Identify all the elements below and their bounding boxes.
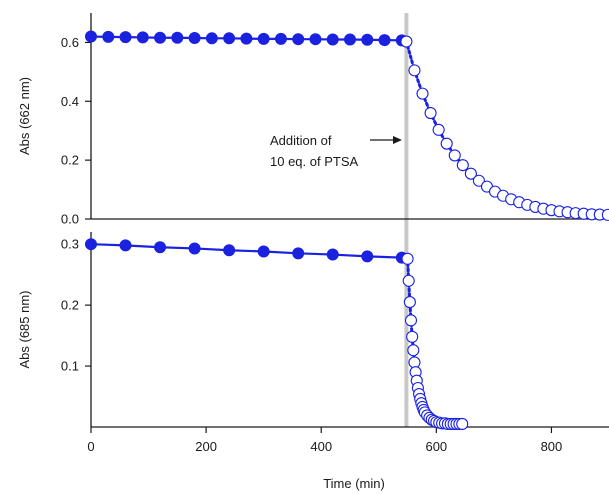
top-filled-point xyxy=(344,33,356,46)
top-panel-axes: 0.0 0.2 0.4 0.6 xyxy=(61,13,609,227)
top-open-point xyxy=(408,64,421,77)
bottom-filled-point xyxy=(326,248,339,261)
top-open-point xyxy=(464,167,477,180)
top-open-point xyxy=(456,159,469,172)
top-series-group xyxy=(85,30,609,221)
top-filled-point xyxy=(85,30,97,43)
bottom-filled-point xyxy=(154,241,167,254)
top-open-point xyxy=(432,123,445,136)
x-tick-label: 200 xyxy=(195,439,217,454)
bottom-filled-point xyxy=(361,250,374,263)
bottom-open-point xyxy=(401,252,414,265)
top-filled-point xyxy=(102,30,115,43)
top-open-point xyxy=(440,137,453,150)
top-open-point xyxy=(601,208,609,221)
top-filled-point xyxy=(223,32,236,45)
x-axis-title: Time (min) xyxy=(323,476,385,491)
top-y-axis-title: Abs (662 nm) xyxy=(17,77,32,155)
x-tick-label: 0 xyxy=(87,439,94,454)
bottom-filled-point xyxy=(257,245,270,258)
top-filled-point xyxy=(274,32,287,45)
top-filled-point xyxy=(257,32,270,45)
top-open-point xyxy=(400,35,413,48)
top-filled-point xyxy=(171,31,184,44)
bottom-y-axis-title: Abs (685 nm) xyxy=(17,290,32,368)
annotation-arrowhead xyxy=(393,136,402,144)
top-y-tick-label: 0.6 xyxy=(61,35,79,50)
bottom-open-point xyxy=(407,344,420,357)
top-filled-point xyxy=(205,32,218,45)
bottom-filled-point xyxy=(223,244,236,257)
bottom-filled-point xyxy=(119,239,132,252)
x-tick-label: 600 xyxy=(425,439,447,454)
bottom-y-tick-label: 0.1 xyxy=(61,359,79,374)
bottom-open-point xyxy=(404,314,418,327)
top-open-point xyxy=(424,107,437,120)
annotation-line-2: 10 eq. of PTSA xyxy=(270,154,358,169)
top-filled-point xyxy=(378,34,391,47)
bottom-series-group xyxy=(85,238,469,431)
bottom-open-point xyxy=(403,296,416,309)
top-open-point xyxy=(448,149,461,162)
bottom-filled-point xyxy=(292,247,305,260)
top-filled-point xyxy=(154,31,167,44)
bottom-filled-point xyxy=(85,238,97,251)
x-ticks: 0 200 400 600 800 xyxy=(87,427,562,454)
x-tick-label: 400 xyxy=(310,439,332,454)
bottom-open-point xyxy=(402,274,415,287)
top-open-point xyxy=(472,174,485,187)
top-y-tick-label: 0.0 xyxy=(61,212,79,227)
bottom-y-tick-label: 0.3 xyxy=(61,237,79,252)
addition-annotation: Addition of 10 eq. of PTSA xyxy=(270,133,402,169)
bottom-filled-point xyxy=(188,242,201,255)
top-filled-point xyxy=(136,31,149,44)
top-filled-point xyxy=(240,32,253,45)
top-y-tick-label: 0.4 xyxy=(61,94,79,109)
x-tick-label: 800 xyxy=(541,439,563,454)
bottom-y-tick-label: 0.2 xyxy=(61,298,79,313)
top-y-ticks: 0.0 0.2 0.4 0.6 xyxy=(61,35,91,227)
top-filled-point xyxy=(119,31,132,44)
top-filled-point xyxy=(309,33,322,46)
bottom-open-point xyxy=(456,417,469,431)
top-filled-point xyxy=(361,33,374,46)
top-filled-point xyxy=(188,32,201,45)
bottom-series-1-line xyxy=(90,243,402,259)
top-filled-point xyxy=(326,33,339,46)
annotation-line-1: Addition of xyxy=(270,133,332,148)
bottom-open-point xyxy=(406,330,419,343)
bottom-y-ticks: 0.1 0.2 0.3 xyxy=(61,237,91,374)
top-filled-point xyxy=(292,33,305,46)
bottom-panel-axes: 0.1 0.2 0.3 0 200 400 600 800 xyxy=(61,232,609,454)
top-open-point xyxy=(416,87,429,100)
top-y-tick-label: 0.2 xyxy=(61,153,79,168)
